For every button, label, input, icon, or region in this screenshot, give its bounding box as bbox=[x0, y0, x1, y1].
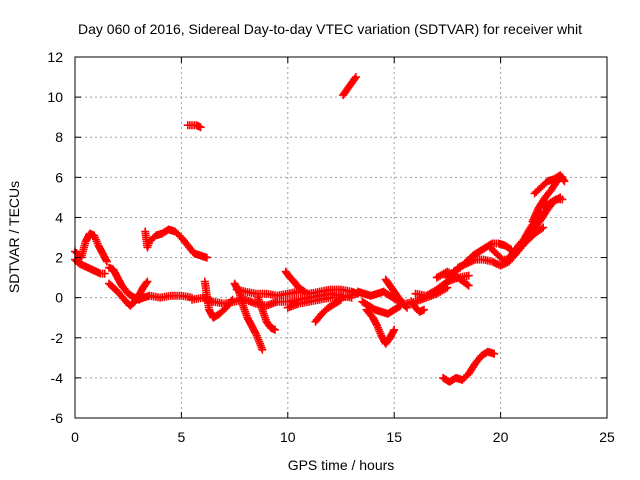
point-markers bbox=[105, 277, 152, 310]
point-markers bbox=[283, 291, 356, 312]
y-tick-labels: -6 -4 -2 0 2 4 6 8 10 12 bbox=[47, 49, 63, 426]
x-axis-label: GPS time / hours bbox=[288, 457, 395, 473]
point-markers bbox=[530, 171, 569, 198]
y-tick-label: 8 bbox=[55, 129, 63, 145]
point-markers bbox=[358, 297, 405, 318]
y-tick-label: 12 bbox=[47, 49, 63, 65]
y-axis-label: SDTVAR / TECUs bbox=[6, 181, 22, 293]
x-tick-label: 25 bbox=[599, 429, 615, 445]
series-track-14 bbox=[311, 295, 345, 326]
y-tick-label: -2 bbox=[51, 330, 64, 346]
y-tick-label: -4 bbox=[51, 370, 64, 386]
point-markers bbox=[281, 267, 309, 296]
series-track-13 bbox=[283, 291, 356, 312]
series-track-30 bbox=[539, 195, 567, 212]
series-track-15 bbox=[339, 73, 360, 100]
point-markers bbox=[539, 195, 567, 212]
point-markers bbox=[362, 305, 399, 348]
series-track-6 bbox=[183, 121, 205, 132]
x-tick-label: 0 bbox=[71, 429, 79, 445]
y-tick-label: 0 bbox=[55, 290, 63, 306]
x-tick-label: 15 bbox=[386, 429, 402, 445]
series-track-12 bbox=[281, 267, 309, 296]
x-tick-label: 5 bbox=[178, 429, 186, 445]
point-markers bbox=[200, 277, 237, 322]
data-marks bbox=[71, 73, 569, 386]
axis-ticks bbox=[74, 56, 608, 419]
y-tick-label: 2 bbox=[55, 250, 63, 266]
point-markers bbox=[381, 275, 411, 312]
y-tick-label: 6 bbox=[55, 169, 63, 185]
point-markers bbox=[254, 293, 279, 334]
series-track-8 bbox=[200, 277, 237, 322]
series-track-20 bbox=[407, 297, 428, 316]
series-track-5 bbox=[141, 225, 211, 262]
point-markers bbox=[141, 225, 211, 262]
chart-title: Day 060 of 2016, Sidereal Day-to-day VTE… bbox=[78, 21, 582, 37]
point-markers bbox=[439, 347, 499, 386]
x-tick-label: 20 bbox=[493, 429, 509, 445]
point-markers bbox=[183, 121, 205, 132]
series-track-18 bbox=[358, 297, 405, 318]
series-track-4 bbox=[105, 277, 152, 310]
series-track-10 bbox=[254, 293, 279, 334]
point-markers bbox=[407, 297, 428, 316]
series-track-19 bbox=[381, 275, 411, 312]
point-markers bbox=[339, 73, 360, 100]
y-tick-label: 10 bbox=[47, 89, 63, 105]
y-tick-label: 4 bbox=[55, 209, 63, 225]
series-track-29 bbox=[530, 171, 569, 198]
x-tick-labels: 0 5 10 15 20 25 bbox=[71, 429, 615, 445]
x-tick-label: 10 bbox=[280, 429, 296, 445]
point-markers bbox=[311, 295, 345, 326]
plot-frame bbox=[74, 56, 608, 419]
y-tick-label: -6 bbox=[51, 410, 64, 426]
series-track-23 bbox=[439, 347, 499, 386]
series-track-17 bbox=[362, 305, 399, 348]
